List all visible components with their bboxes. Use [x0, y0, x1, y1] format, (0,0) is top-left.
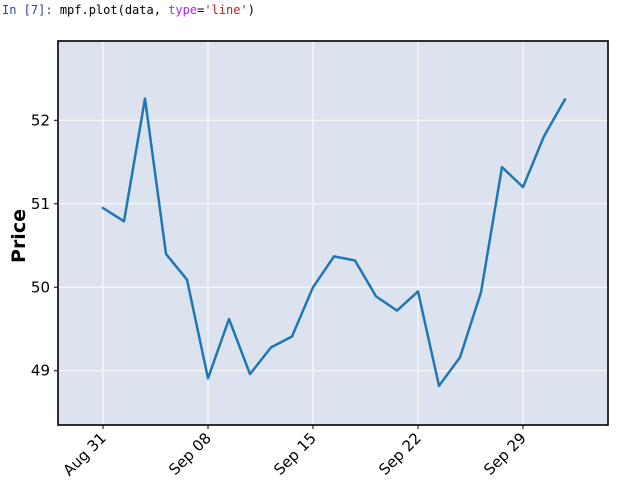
y-tick-label: 49 — [31, 362, 50, 380]
code-equals: = — [197, 3, 205, 17]
code-keyword: type — [168, 3, 198, 17]
code-prefix: mpf.plot(data, — [59, 3, 169, 17]
plot-background — [58, 41, 608, 425]
code-string: 'line' — [204, 3, 248, 17]
x-tick-label: Sep 22 — [375, 429, 425, 479]
price-series-line — [101, 97, 567, 388]
x-tick-label: Sep 08 — [165, 429, 215, 479]
x-tick-label: Sep 29 — [480, 429, 530, 479]
y-axis-label: Price — [8, 209, 30, 263]
cell-prompt: In [7]: — [2, 3, 53, 17]
plot-frame — [57, 40, 609, 426]
x-tick-label: Aug 31 — [60, 429, 110, 479]
y-tick-label: 51 — [31, 195, 50, 213]
code-input-line[interactable]: In [7]: mpf.plot(data, type='line') — [2, 2, 255, 18]
x-tick-label: Sep 15 — [270, 429, 320, 479]
grid-lines — [58, 41, 608, 425]
y-tick-label: 50 — [31, 278, 50, 296]
code-suffix: ) — [247, 3, 255, 17]
y-tick-label: 52 — [31, 111, 50, 129]
